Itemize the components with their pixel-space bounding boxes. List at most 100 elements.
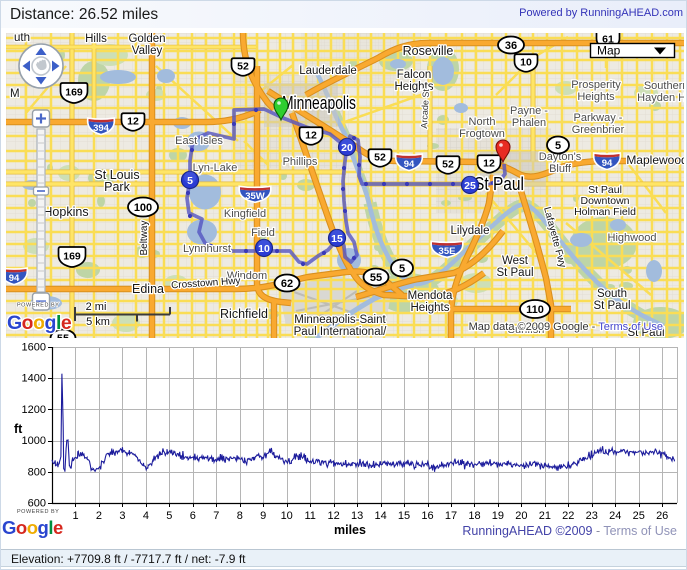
svg-text:22: 22 (562, 510, 574, 522)
svg-text:5: 5 (399, 263, 405, 275)
svg-text:12: 12 (483, 157, 495, 169)
svg-text:5 km: 5 km (86, 316, 110, 328)
svg-text:24: 24 (609, 510, 621, 522)
svg-text:94: 94 (404, 159, 415, 170)
svg-text:5: 5 (555, 140, 561, 152)
svg-text:18: 18 (468, 510, 480, 522)
svg-text:20: 20 (341, 142, 353, 154)
svg-text:Lyn-Lake: Lyn-Lake (193, 162, 238, 174)
svg-text:Phalen: Phalen (512, 117, 546, 129)
svg-text:Falcon: Falcon (397, 69, 432, 81)
svg-text:Lauderdale: Lauderdale (299, 65, 357, 77)
svg-text:Holman Field: Holman Field (574, 206, 636, 218)
svg-text:East Isles: East Isles (175, 135, 223, 147)
svg-text:100: 100 (134, 202, 152, 214)
svg-text:Valley: Valley (132, 45, 163, 57)
svg-text:Google: Google (2, 517, 63, 538)
svg-text:POWERED BY: POWERED BY (17, 509, 59, 515)
svg-text:uth: uth (14, 33, 30, 44)
svg-text:Sunfish: Sunfish (508, 324, 545, 336)
svg-text:Map: Map (597, 44, 621, 58)
svg-text:21: 21 (539, 510, 551, 522)
svg-text:St Louis: St Louis (94, 168, 139, 182)
svg-text:Heights: Heights (411, 302, 450, 314)
svg-text:St Paul: St Paul (496, 267, 533, 279)
svg-text:12: 12 (327, 510, 339, 522)
svg-text:62: 62 (281, 278, 293, 290)
svg-text:Minneapolis: Minneapolis (282, 93, 356, 113)
svg-text:11: 11 (304, 510, 315, 522)
svg-text:St Paul: St Paul (588, 184, 622, 196)
svg-text:Phillips: Phillips (283, 156, 318, 168)
svg-text:Heights: Heights (577, 91, 615, 103)
svg-text:1: 1 (72, 510, 78, 522)
svg-text:St Paul: St Paul (593, 300, 630, 312)
svg-text:Highwood: Highwood (608, 232, 657, 244)
svg-text:St Paul: St Paul (474, 174, 524, 194)
svg-text:Dayton's: Dayton's (539, 151, 582, 163)
svg-text:17: 17 (445, 510, 457, 522)
svg-text:7: 7 (213, 510, 219, 522)
svg-text:miles: miles (334, 523, 366, 537)
svg-text:8: 8 (237, 510, 243, 522)
svg-text:Parkway -: Parkway - (574, 112, 623, 124)
svg-text:15: 15 (398, 510, 410, 522)
svg-text:Roseville: Roseville (403, 44, 454, 58)
svg-text:52: 52 (374, 151, 386, 163)
svg-text:Park: Park (104, 180, 130, 194)
svg-text:800: 800 (28, 466, 46, 478)
svg-text:25: 25 (464, 180, 476, 192)
svg-text:10: 10 (281, 510, 293, 522)
svg-text:Hopkins: Hopkins (43, 205, 88, 219)
svg-text:RunningAHEAD ©2009 - Terms of: RunningAHEAD ©2009 - Terms of Use (462, 524, 677, 538)
svg-text:19: 19 (492, 510, 504, 522)
svg-text:600: 600 (28, 498, 46, 510)
svg-text:North: North (469, 116, 496, 128)
svg-text:Prosperity: Prosperity (571, 79, 621, 91)
svg-text:West: West (502, 255, 529, 267)
svg-text:35W: 35W (245, 191, 265, 202)
svg-text:55: 55 (57, 333, 69, 338)
svg-text:1600: 1600 (22, 342, 46, 354)
svg-text:55: 55 (370, 272, 382, 284)
svg-text:94: 94 (602, 158, 613, 169)
svg-text:Arcade St: Arcade St (419, 88, 431, 128)
svg-text:26: 26 (656, 510, 668, 522)
svg-text:25: 25 (633, 510, 645, 522)
svg-text:POWERED BY: POWERED BY (17, 303, 59, 309)
svg-text:394: 394 (93, 123, 110, 134)
svg-text:36: 36 (505, 40, 517, 52)
svg-text:110: 110 (526, 304, 544, 316)
svg-text:Southern-: Southern- (644, 80, 684, 92)
svg-text:Mendota: Mendota (408, 290, 453, 302)
svg-text:1200: 1200 (22, 404, 46, 416)
svg-text:Greenbrier: Greenbrier (572, 124, 625, 136)
svg-text:Bluff: Bluff (549, 163, 572, 175)
svg-text:3: 3 (119, 510, 125, 522)
svg-text:1000: 1000 (22, 435, 46, 447)
svg-text:Frogtown: Frogtown (459, 128, 505, 140)
svg-text:Google: Google (7, 312, 72, 334)
svg-text:52: 52 (442, 158, 454, 170)
svg-text:169: 169 (65, 86, 83, 98)
svg-text:Lynnhurst: Lynnhurst (183, 243, 231, 255)
svg-text:61: 61 (602, 33, 614, 45)
svg-text:10: 10 (520, 56, 532, 68)
svg-text:169: 169 (63, 250, 81, 262)
svg-text:15: 15 (331, 233, 343, 245)
svg-text:9: 9 (260, 510, 266, 522)
svg-text:2: 2 (96, 510, 102, 522)
svg-text:Minneapolis-Saint: Minneapolis-Saint (294, 314, 386, 326)
svg-text:16: 16 (421, 510, 433, 522)
svg-text:13: 13 (351, 510, 363, 522)
svg-text:Payne -: Payne - (510, 105, 548, 117)
svg-text:Maplewood: Maplewood (626, 153, 684, 167)
svg-text:Edina: Edina (132, 282, 164, 296)
svg-text:12: 12 (305, 129, 317, 141)
svg-text:Beltway: Beltway (139, 220, 150, 255)
svg-text:Downtown: Downtown (580, 195, 629, 207)
svg-text:Map data ©2009 Google - Terms: Map data ©2009 Google - Terms of Use (469, 321, 663, 333)
svg-text:Richfield: Richfield (220, 307, 268, 321)
svg-text:1400: 1400 (22, 373, 46, 385)
svg-text:M: M (10, 88, 20, 100)
